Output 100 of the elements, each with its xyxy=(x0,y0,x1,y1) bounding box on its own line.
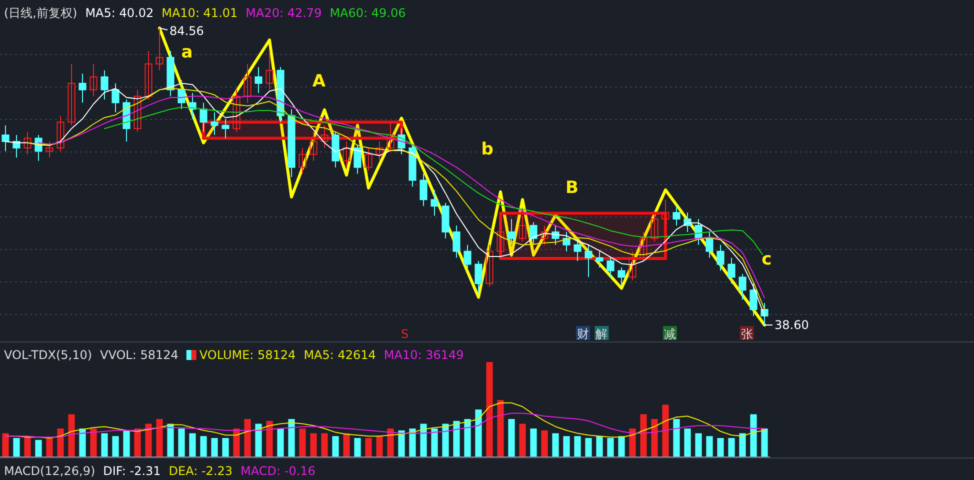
candlestick xyxy=(210,112,218,136)
candlestick xyxy=(716,244,724,272)
bar xyxy=(607,438,614,457)
bar xyxy=(453,420,460,457)
candlestick xyxy=(518,215,526,242)
bar xyxy=(233,428,240,457)
bar xyxy=(211,438,218,457)
candlestick xyxy=(244,63,252,104)
bar xyxy=(321,433,328,457)
bar xyxy=(178,428,185,457)
bar xyxy=(761,428,768,457)
candlestick xyxy=(200,102,208,132)
candlestick xyxy=(662,199,670,226)
bar xyxy=(189,433,196,457)
bar xyxy=(750,414,757,457)
annotation: 84.56 xyxy=(170,24,204,38)
candlestick xyxy=(78,73,86,104)
bar xyxy=(299,428,306,457)
bar xyxy=(596,436,603,457)
candlestick xyxy=(530,222,538,246)
bar xyxy=(585,438,592,457)
bar xyxy=(574,436,581,457)
bar xyxy=(442,424,449,457)
candlestick xyxy=(464,244,472,272)
bar xyxy=(288,419,295,457)
bar xyxy=(497,400,504,457)
chart-title: VOL-TDX(5,10) xyxy=(4,348,92,362)
candlestick xyxy=(56,115,64,152)
candlestick xyxy=(650,212,658,242)
bar xyxy=(24,436,31,457)
bar xyxy=(464,419,471,457)
text: 38.60 xyxy=(774,318,809,332)
candlestick xyxy=(134,89,142,132)
bar xyxy=(651,419,658,457)
candlestick xyxy=(750,283,758,316)
bar xyxy=(354,438,361,457)
candlestick xyxy=(310,131,318,162)
candlestick xyxy=(420,173,428,207)
text: MACD: -0.16 xyxy=(240,464,316,478)
bar xyxy=(13,438,20,457)
candlestick xyxy=(584,244,592,278)
annotation: b xyxy=(481,139,494,160)
candlestick xyxy=(640,231,648,262)
candlestick xyxy=(144,50,152,100)
bar xyxy=(684,428,691,457)
candlestick xyxy=(2,124,10,152)
bar xyxy=(46,438,53,457)
bar xyxy=(57,428,64,457)
text: MA20: 42.79 xyxy=(246,6,322,20)
chart-title: (日线,前复权) xyxy=(4,6,78,20)
candlestick xyxy=(222,118,230,139)
text: 张 xyxy=(740,327,753,341)
candlestick xyxy=(474,260,482,294)
bar xyxy=(35,440,42,457)
text: S xyxy=(400,327,409,341)
bar xyxy=(420,424,427,457)
candlestick xyxy=(430,189,438,216)
candlestick xyxy=(496,218,504,256)
candlestick xyxy=(628,250,636,281)
candlestick xyxy=(342,140,350,168)
bar xyxy=(145,424,152,457)
candlestick xyxy=(254,66,262,94)
candlestick xyxy=(452,224,460,258)
text: 减 xyxy=(664,327,676,341)
bar xyxy=(112,436,119,457)
bar xyxy=(475,410,482,457)
candlestick xyxy=(574,238,582,262)
bar xyxy=(2,433,9,457)
bar xyxy=(409,428,416,457)
bar xyxy=(343,433,350,457)
bar xyxy=(332,436,339,457)
bar xyxy=(486,362,493,457)
bar xyxy=(563,436,570,457)
bar xyxy=(200,436,207,457)
text: MA5: 42614 xyxy=(304,348,376,362)
candlestick xyxy=(376,140,384,162)
candlestick xyxy=(188,92,196,120)
text: 解 xyxy=(596,327,608,341)
bar xyxy=(156,419,163,457)
text: DIF: -2.31 xyxy=(103,464,161,478)
annotation: B xyxy=(566,178,578,198)
candlestick xyxy=(738,273,746,300)
candlestick xyxy=(596,250,604,268)
bar xyxy=(640,414,647,457)
text: MA10: 41.01 xyxy=(162,6,238,20)
candlestick xyxy=(156,28,164,71)
candlestick xyxy=(178,80,186,110)
candlestick xyxy=(266,50,274,90)
bar xyxy=(629,428,636,457)
bar xyxy=(310,433,317,457)
bar xyxy=(398,430,405,457)
candlestick xyxy=(694,218,702,246)
candlestick xyxy=(320,124,328,148)
candlestick xyxy=(364,147,372,172)
bar xyxy=(695,433,702,457)
bar xyxy=(101,433,108,457)
candlestick xyxy=(508,218,516,246)
candlestick xyxy=(100,70,108,100)
bar xyxy=(530,428,537,457)
text: MA60: 49.06 xyxy=(330,6,406,20)
